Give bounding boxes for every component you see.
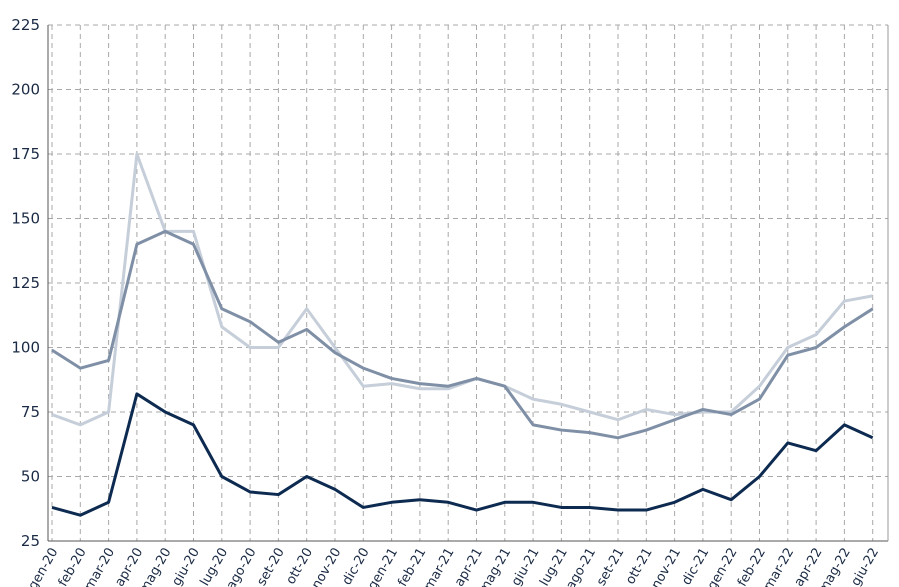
y-tick-label: 150 <box>11 210 40 228</box>
series-line <box>51 229 874 440</box>
y-tick-label: 100 <box>11 339 40 357</box>
x-tick-label: set-20 <box>254 546 288 587</box>
y-tick-label: 200 <box>11 81 40 99</box>
y-tick-label: 75 <box>21 403 40 421</box>
y-tick-label: 50 <box>21 468 40 486</box>
y-tick-label: 125 <box>11 274 40 292</box>
y-tick-label: 175 <box>11 145 40 163</box>
y-tick-label: 25 <box>21 532 40 550</box>
series-line <box>51 152 873 427</box>
x-tick-label: giu-22 <box>849 546 883 587</box>
y-tick-label: 225 <box>11 16 40 34</box>
series-line <box>51 392 874 517</box>
x-tick-label: set-21 <box>594 546 628 587</box>
